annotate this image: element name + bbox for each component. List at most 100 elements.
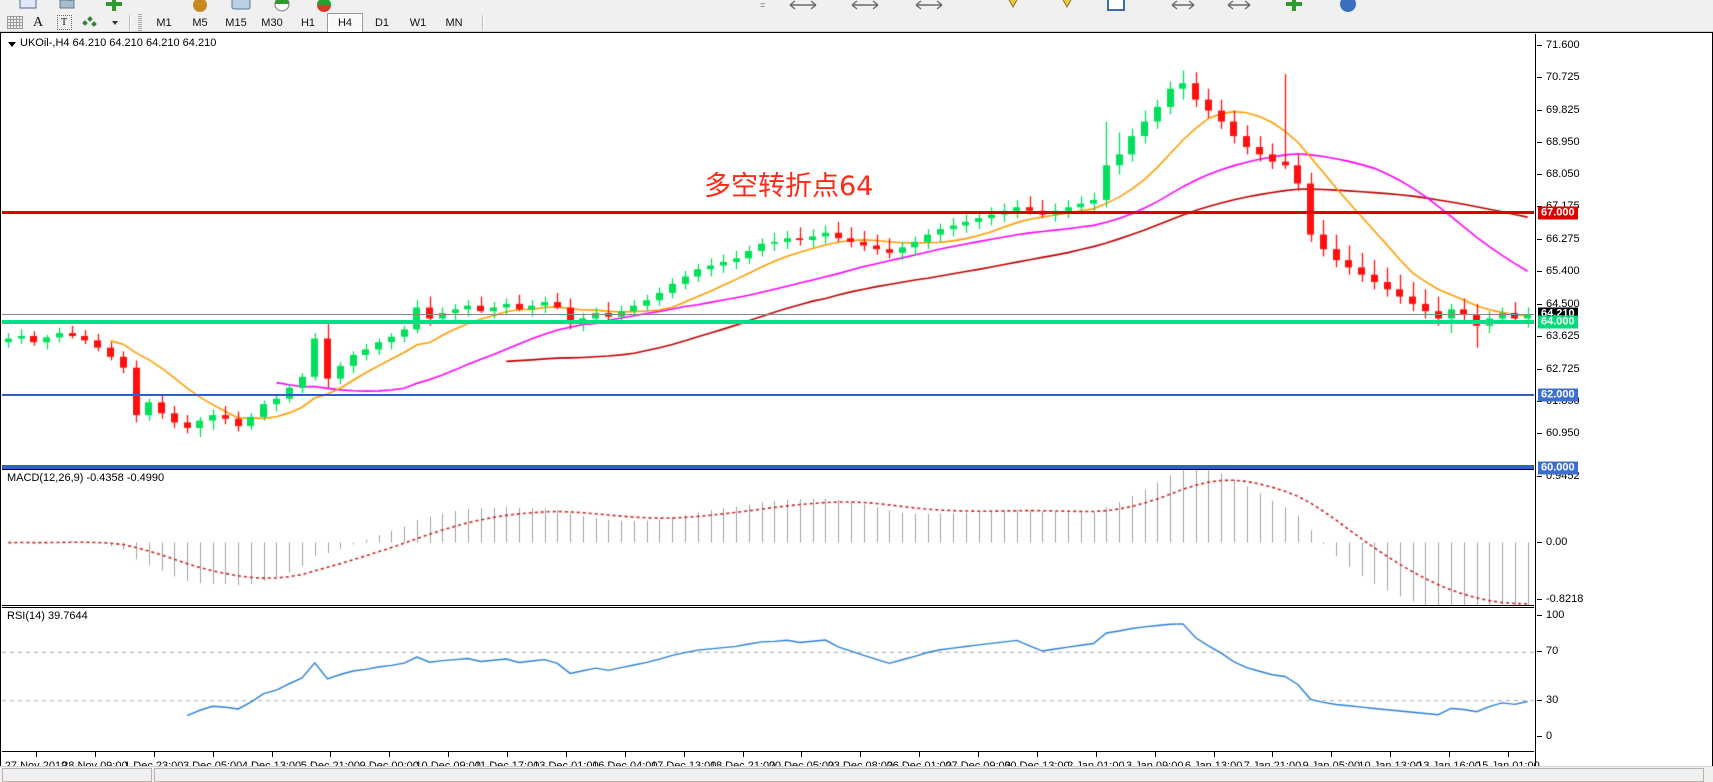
symbol-collapse-icon[interactable] xyxy=(8,42,16,47)
price-tick xyxy=(1537,44,1542,46)
level-60-tag[interactable]: 60.000 xyxy=(1538,461,1578,475)
price-label: 70.725 xyxy=(1546,70,1580,83)
time-tick xyxy=(978,752,980,757)
last-price-64210-line[interactable] xyxy=(2,313,1534,315)
timeframe-m5[interactable]: M5 xyxy=(192,16,208,29)
time-tick xyxy=(389,752,391,757)
price-tick xyxy=(1537,141,1542,143)
price-label: 69.825 xyxy=(1546,103,1580,116)
toolbar-divider-2 xyxy=(482,14,484,31)
svg-text:=: = xyxy=(760,0,765,10)
level-62-tag[interactable]: 62.000 xyxy=(1538,388,1578,402)
level-62-line[interactable] xyxy=(2,394,1534,397)
rsi-scale-label: 100 xyxy=(1546,609,1565,621)
status-cell-1 xyxy=(2,767,152,782)
timeframe-mn[interactable]: MN xyxy=(445,16,463,29)
price-label: 71.600 xyxy=(1546,38,1580,51)
price-candles-canvas xyxy=(2,34,1534,468)
price-scale[interactable]: 71.60070.72569.82568.95068.05067.17566.2… xyxy=(1535,34,1712,780)
rsi-tick xyxy=(1537,736,1542,737)
timeframe-w1[interactable]: W1 xyxy=(409,16,427,29)
price-label: 64.500 xyxy=(1546,297,1580,310)
timeframe-m1[interactable]: M1 xyxy=(156,16,172,29)
rsi-scale-label: 0 xyxy=(1546,730,1553,742)
time-tick xyxy=(1449,752,1451,757)
resistance-67-line[interactable] xyxy=(2,211,1534,215)
timeframe-m15[interactable]: M15 xyxy=(225,16,247,29)
price-tick xyxy=(1537,335,1542,337)
time-tick xyxy=(683,752,685,757)
time-tick xyxy=(271,752,273,757)
chart-window[interactable]: UKOil-,H4 64.210 64.210 64.210 64.210 多空… xyxy=(0,32,1713,782)
time-tick xyxy=(1213,752,1215,757)
status-cell-2 xyxy=(154,767,1704,782)
price-label: 62.725 xyxy=(1546,362,1580,375)
timeframe-h4[interactable]: H4 xyxy=(327,12,363,33)
rsi-tick xyxy=(1537,615,1542,616)
symbol-ohlc-label: UKOil-,H4 64.210 64.210 64.210 64.210 xyxy=(20,37,217,49)
timeframe-h1[interactable]: H1 xyxy=(300,16,316,29)
price-tick xyxy=(1537,109,1542,111)
rsi-canvas xyxy=(2,608,1534,749)
upper-toolbar-icons: = xyxy=(19,0,1356,12)
timeframe-m30[interactable]: M30 xyxy=(261,16,283,29)
price-tick xyxy=(1537,76,1542,78)
time-tick xyxy=(565,752,567,757)
time-tick xyxy=(1036,752,1038,757)
time-tick xyxy=(1331,752,1333,757)
text-box-icon[interactable]: T xyxy=(51,14,77,32)
time-tick xyxy=(448,752,450,757)
rsi-label: RSI(14) 39.7644 xyxy=(7,610,88,622)
chart-plot-area[interactable]: UKOil-,H4 64.210 64.210 64.210 64.210 多空… xyxy=(2,34,1534,750)
main-toolbar[interactable]: = A T xyxy=(0,0,1713,33)
rsi-tick xyxy=(1537,651,1542,653)
time-tick xyxy=(801,752,803,757)
upper-toolbar-strip[interactable]: = xyxy=(0,0,1713,13)
timeframe-group[interactable]: M1 M5 M15 M30 H1 H4 D1 W1 MN xyxy=(146,12,472,33)
rsi-pane[interactable]: RSI(14) 39.7644 xyxy=(2,607,1534,749)
price-tick xyxy=(1537,271,1542,273)
macd-tick xyxy=(1537,476,1542,478)
price-tick xyxy=(1537,433,1542,435)
time-tick xyxy=(860,752,862,757)
toolbar-grip[interactable] xyxy=(138,14,142,31)
time-tick xyxy=(919,752,921,757)
time-tick xyxy=(36,752,37,757)
timeframe-d1[interactable]: D1 xyxy=(374,16,390,29)
level-60-line[interactable] xyxy=(2,466,1534,470)
price-label: 68.950 xyxy=(1546,135,1580,148)
price-tick xyxy=(1537,368,1542,370)
price-label: 66.275 xyxy=(1546,233,1580,246)
rsi-scale-label: 30 xyxy=(1546,693,1559,706)
time-tick xyxy=(507,752,509,757)
time-tick xyxy=(742,752,744,757)
rsi-tick xyxy=(1537,699,1542,701)
time-tick xyxy=(1272,752,1274,757)
price-label: 68.050 xyxy=(1546,168,1580,181)
resistance-67-tag[interactable]: 67.000 xyxy=(1538,206,1578,220)
support-64-line[interactable] xyxy=(2,320,1534,325)
status-bar xyxy=(0,766,1713,782)
support-64-tag[interactable]: 64.000 xyxy=(1538,315,1578,329)
time-tick xyxy=(212,752,214,757)
time-tick xyxy=(1095,752,1097,757)
crosshair-grid-icon[interactable] xyxy=(4,14,25,32)
objects-dropdown-icon[interactable] xyxy=(103,14,124,32)
price-tick xyxy=(1537,174,1542,176)
time-tick xyxy=(1508,752,1509,757)
level-60-line[interactable] xyxy=(2,465,1534,468)
text-label-icon[interactable]: A xyxy=(32,14,44,30)
time-tick xyxy=(153,752,155,757)
toolbar-lower-row[interactable]: A T M1 M5 M15 M30 H1 H4 D1 W1 MN xyxy=(4,12,489,33)
price-pane[interactable]: UKOil-,H4 64.210 64.210 64.210 64.210 多空… xyxy=(2,34,1534,470)
price-label: 60.950 xyxy=(1546,427,1580,440)
time-tick xyxy=(94,752,96,757)
macd-pane[interactable]: MACD(12,26,9) -0.4358 -0.4990 xyxy=(2,469,1534,606)
objects-icon[interactable] xyxy=(77,14,103,32)
chart-annotation: 多空转折点64 xyxy=(704,171,874,202)
price-tick xyxy=(1537,239,1542,241)
macd-tick xyxy=(1537,541,1542,543)
price-label: 63.625 xyxy=(1546,329,1580,342)
time-tick xyxy=(1154,752,1156,757)
macd-tick xyxy=(1537,598,1542,600)
